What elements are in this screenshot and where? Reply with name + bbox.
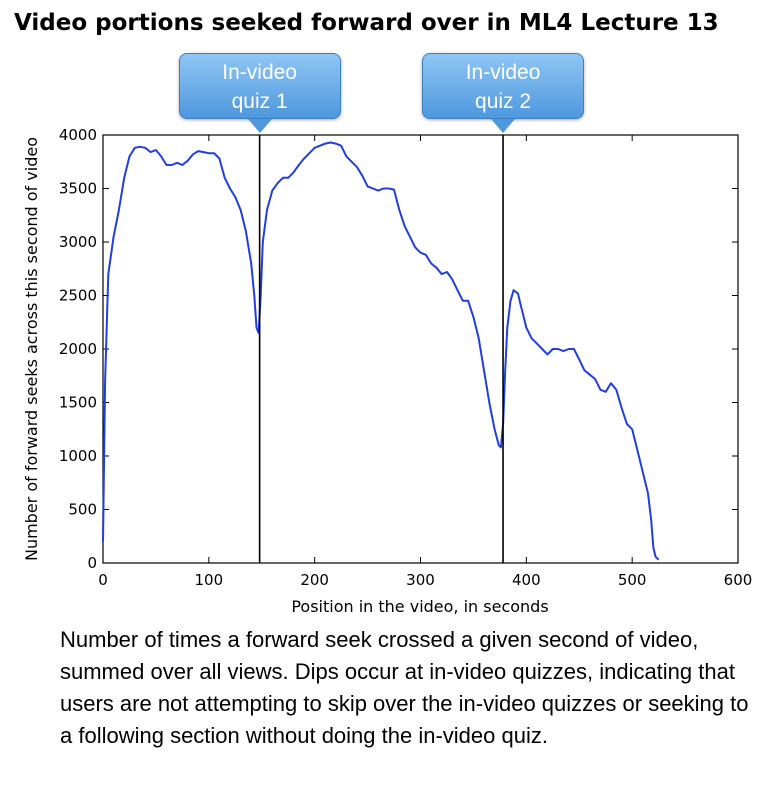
x-axis-label: Position in the video, in seconds <box>291 597 548 616</box>
x-tick-label-6: 600 <box>724 571 753 589</box>
x-tick-label-2: 200 <box>300 571 329 589</box>
y-axis-label: Number of forward seeks across this seco… <box>22 137 41 561</box>
quiz-1-callout-line2: quiz 1 <box>231 90 288 113</box>
plot-frame <box>102 134 739 564</box>
y-tick-label-5: 2500 <box>59 287 97 305</box>
line-chart: 0 100 200 300 400 500 600 0 500 1000 1500 2000 2500 3… <box>22 126 753 616</box>
chart-title: Video portions seeked forward over in ML… <box>14 10 719 36</box>
y-tick-label-4: 2000 <box>59 340 97 358</box>
quiz-1-callout-pointer <box>247 119 272 133</box>
x-tick-label-0: 0 <box>98 571 108 589</box>
y-tick-label-0: 0 <box>87 554 97 572</box>
x-tick-label-4: 400 <box>512 571 541 589</box>
quiz-2-callout-line1: In-video <box>465 61 541 84</box>
quiz-1-callout: In-video quiz 1 <box>178 53 341 119</box>
figure-caption: Number of times a forward seek crossed a… <box>60 627 749 748</box>
quiz-2-callout-line2: quiz 2 <box>475 90 532 113</box>
quiz-2-callout: In-video quiz 2 <box>422 53 585 119</box>
x-tick-label-1: 100 <box>195 571 224 589</box>
y-tick-label-6: 3000 <box>59 233 97 251</box>
y-tick-label-3: 1500 <box>59 394 97 412</box>
y-tick-label-1: 500 <box>68 501 97 519</box>
x-tick-label-3: 300 <box>406 571 435 589</box>
y-tick-label-8: 4000 <box>59 126 97 144</box>
quiz-1-callout-line1: In-video <box>222 61 297 84</box>
x-tick-label-5: 500 <box>618 571 647 589</box>
y-tick-label-7: 3500 <box>59 180 97 198</box>
quiz-2-callout-pointer <box>491 119 516 133</box>
y-tick-label-2: 1000 <box>59 447 97 465</box>
series-line-0 <box>102 141 660 561</box>
plot-area: 0 100 200 300 400 500 600 0 500 1000 1500 2000 2500 3… <box>59 126 753 589</box>
